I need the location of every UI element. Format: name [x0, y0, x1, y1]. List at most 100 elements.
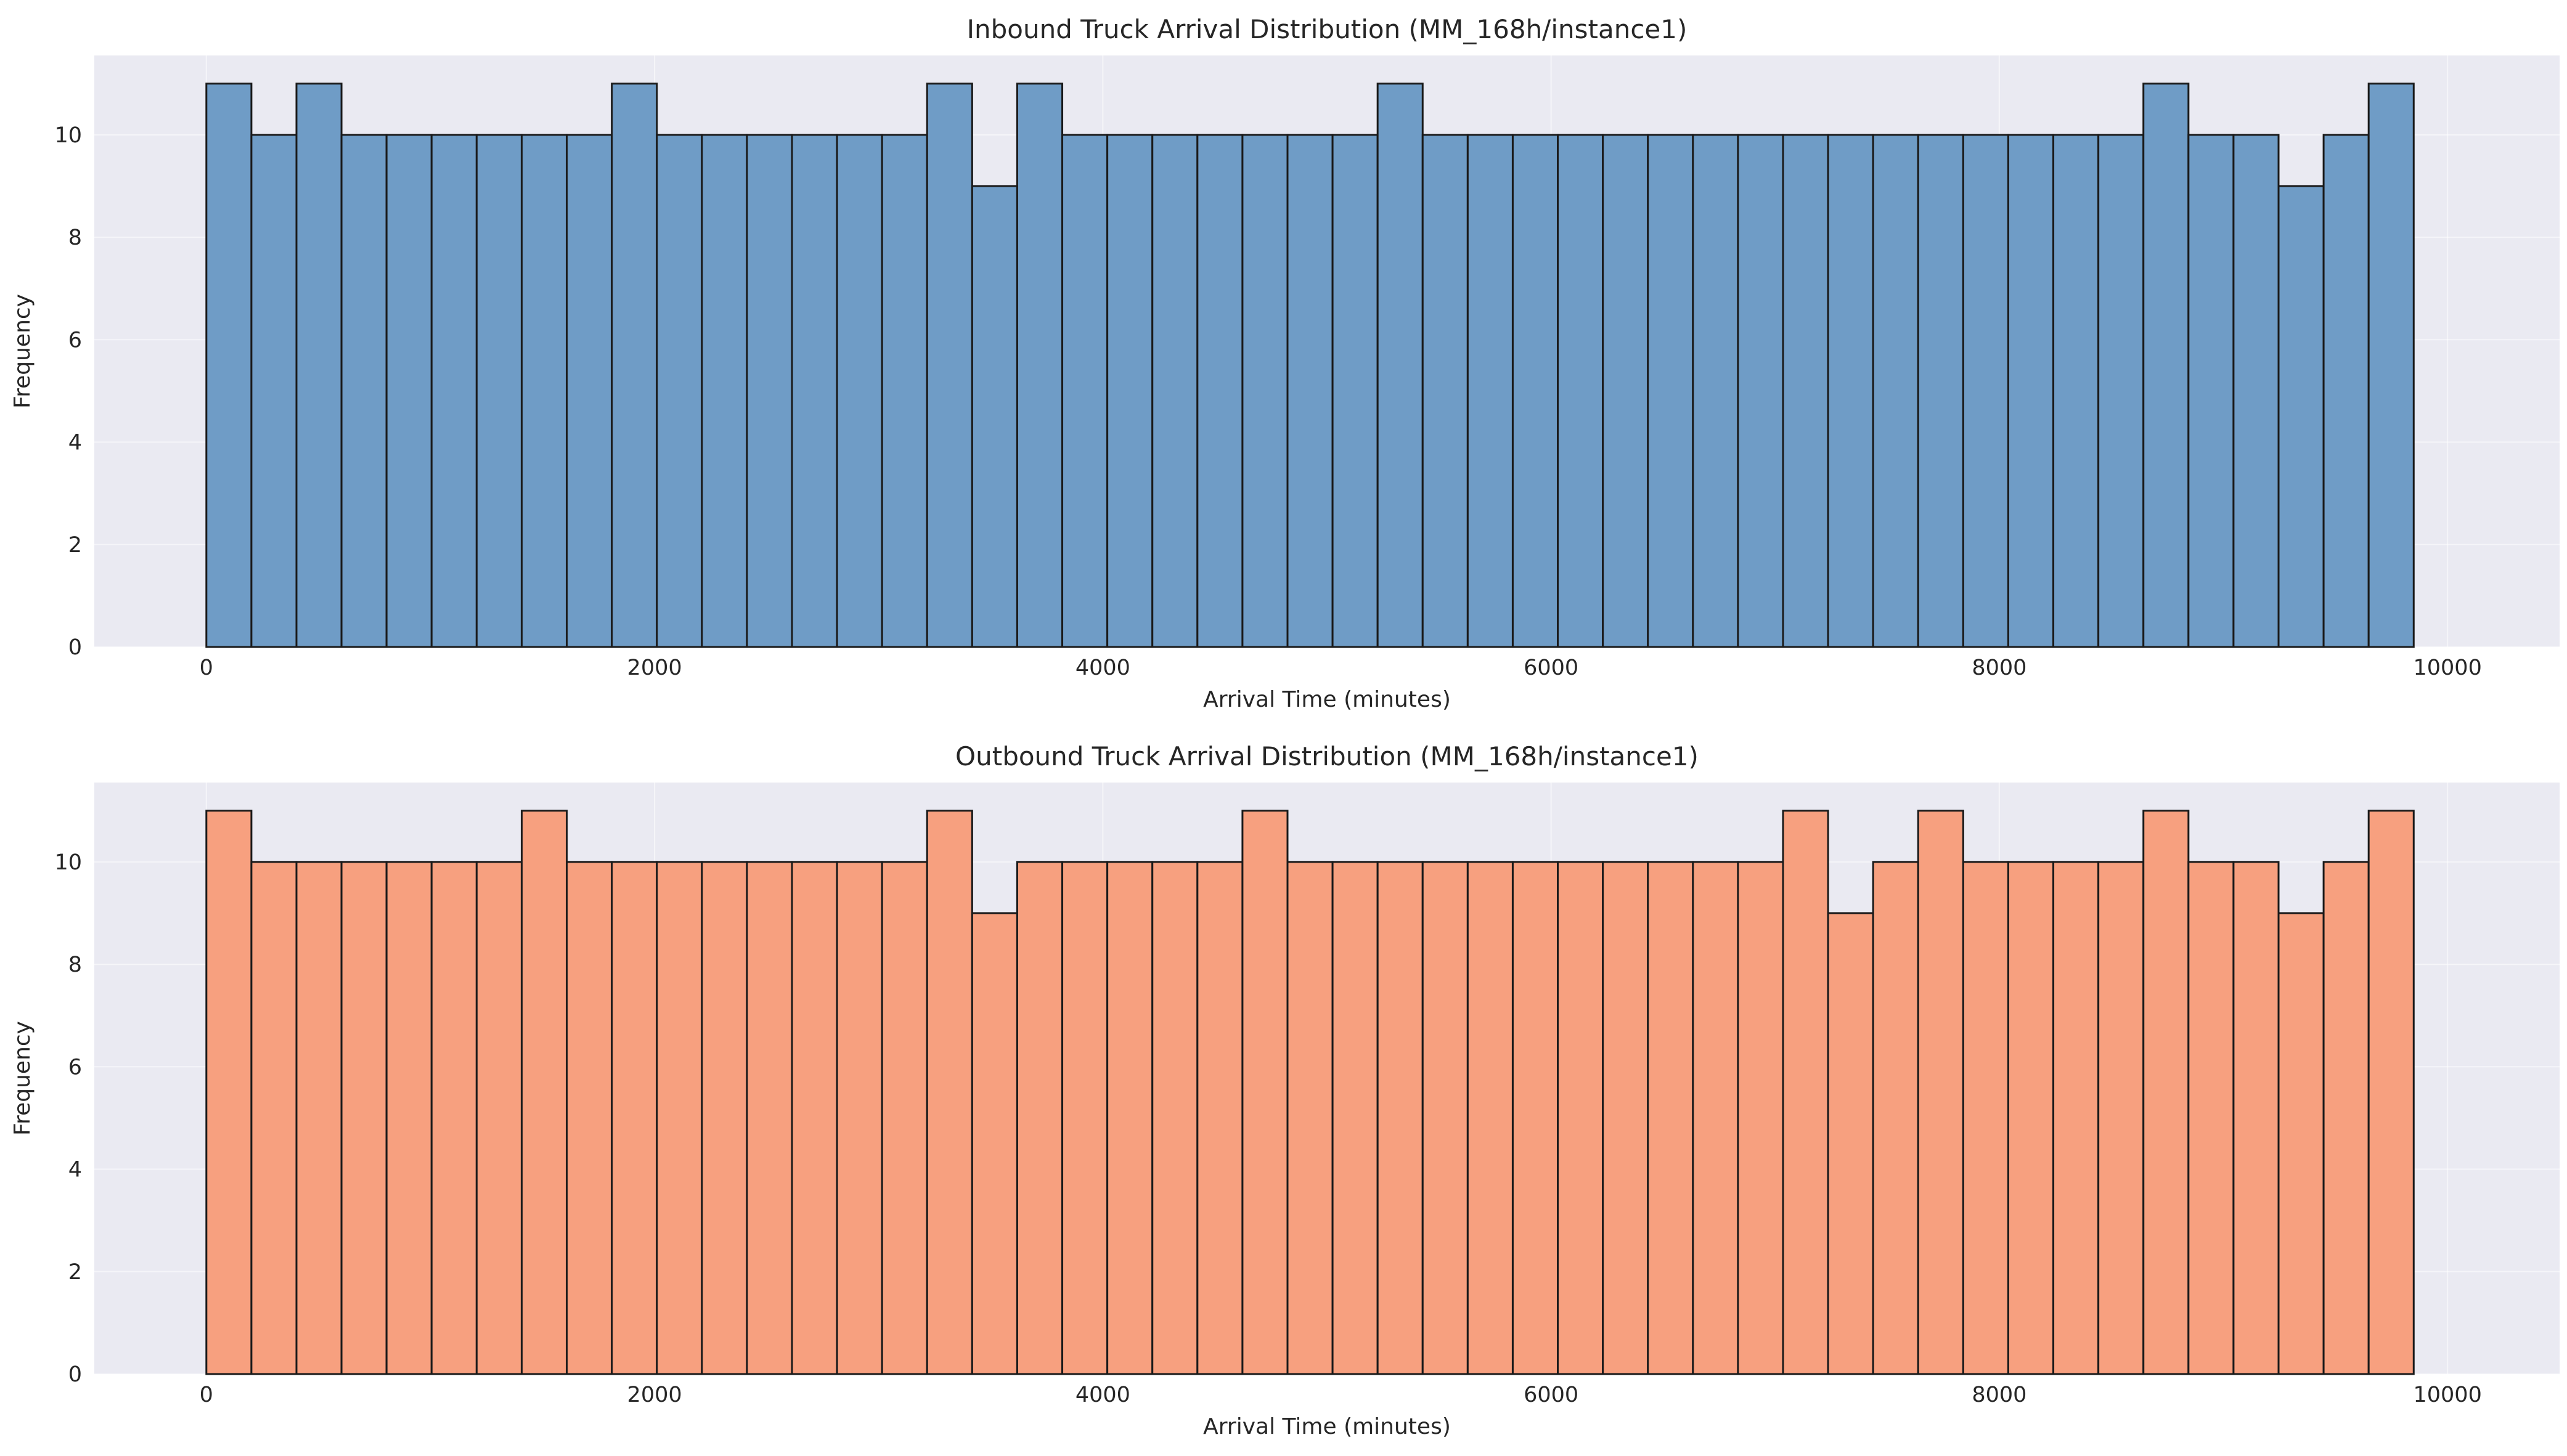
histogram-bar	[250, 861, 298, 1375]
histogram-bar	[1016, 861, 1064, 1375]
bars	[205, 810, 2415, 1375]
bars	[205, 83, 2415, 648]
histogram-bar	[881, 861, 928, 1375]
x-axis-label: Arrival Time (minutes)	[1203, 1414, 1451, 1439]
x-tick-label: 4000	[1075, 656, 1130, 680]
histogram-bar	[566, 134, 613, 648]
histogram-bar	[1376, 83, 1424, 648]
histogram-bar	[1962, 861, 2009, 1375]
histogram-bar	[656, 861, 703, 1375]
y-tick-label: 0	[68, 635, 82, 660]
histogram-bar	[1106, 134, 1154, 648]
histogram-bar	[791, 861, 838, 1375]
histogram-bar	[430, 134, 478, 648]
histogram-bar	[2187, 134, 2235, 648]
histogram-bar	[1061, 861, 1109, 1375]
histogram-bar	[2232, 134, 2280, 648]
histogram-bar	[1286, 861, 1334, 1375]
y-axis-label: Frequency	[10, 294, 35, 409]
histogram-bar	[295, 83, 343, 648]
y-tick-label: 6	[68, 1055, 82, 1080]
histogram-bar	[385, 861, 433, 1375]
histogram-bar	[1827, 912, 1874, 1375]
y-tick-label: 8	[68, 953, 82, 977]
histogram-bar	[385, 134, 433, 648]
histogram-bar	[1737, 134, 1784, 648]
x-axis-label: Arrival Time (minutes)	[1203, 687, 1451, 712]
x-tick-label: 8000	[1972, 1383, 2026, 1407]
y-axis-label: Frequency	[10, 1021, 35, 1136]
histogram-bar	[1602, 861, 1649, 1375]
x-tick-label: 6000	[1524, 1383, 1578, 1407]
y-tick-label: 4	[68, 1158, 82, 1182]
histogram-bar	[1511, 861, 1559, 1375]
y-tick-label: 8	[68, 226, 82, 250]
histogram-bar	[340, 861, 388, 1375]
histogram-bar	[1737, 861, 1784, 1375]
histogram-bar	[701, 134, 748, 648]
histogram-bar	[520, 810, 568, 1375]
histogram-bar	[1061, 134, 1109, 648]
histogram-bar	[475, 861, 523, 1375]
y-tick-label: 6	[68, 328, 82, 352]
histogram-bar	[2097, 861, 2145, 1375]
histogram-bar	[2142, 83, 2190, 648]
x-tick-labels: 0 2000 4000 6000 8000 10000	[200, 656, 2482, 680]
histogram-bar	[1647, 861, 1694, 1375]
histogram-bar	[2052, 134, 2100, 648]
histogram-bar	[836, 861, 883, 1375]
histogram-bar	[2052, 861, 2100, 1375]
histogram-bar	[1782, 134, 1829, 648]
y-tick-label: 10	[54, 123, 82, 148]
x-tick-label: 10000	[2414, 1383, 2482, 1407]
histogram-bar	[475, 134, 523, 648]
histogram-bar	[1196, 134, 1244, 648]
histogram-bar	[1241, 134, 1289, 648]
histogram-bar	[2322, 134, 2370, 648]
histogram-bar	[1827, 134, 1874, 648]
histogram-bar	[1421, 134, 1469, 648]
y-tick-label: 2	[68, 1260, 82, 1285]
histogram-bar	[1241, 810, 1289, 1375]
histogram-bar	[1917, 134, 1964, 648]
chart-title: Inbound Truck Arrival Distribution (MM_1…	[967, 14, 1688, 44]
histogram-bar	[1286, 134, 1334, 648]
histogram-bar	[2277, 185, 2325, 648]
histogram-bar	[791, 134, 838, 648]
histogram-bar	[1331, 861, 1379, 1375]
inbound-histogram-panel: 0 2 4 6 8 10 0 2000 4000 6000 8000 10000 Inbound T…	[10, 14, 2560, 712]
histogram-bar	[881, 134, 928, 648]
histogram-bar	[1692, 134, 1739, 648]
x-tick-label: 0	[200, 656, 213, 680]
histogram-bar	[1466, 134, 1514, 648]
histogram-bar	[2142, 810, 2190, 1375]
x-tick-label: 0	[200, 1383, 213, 1407]
histogram-bar	[701, 861, 748, 1375]
y-tick-labels: 0 2 4 6 8 10	[54, 123, 82, 660]
histogram-bar	[2277, 912, 2325, 1375]
y-tick-label: 2	[68, 533, 82, 558]
histogram-bar	[656, 134, 703, 648]
histogram-bar	[1602, 134, 1649, 648]
histogram-bar	[1466, 861, 1514, 1375]
histogram-bar	[611, 83, 658, 648]
histogram-bar	[340, 134, 388, 648]
histogram-bar	[926, 810, 973, 1375]
histogram-bar	[1917, 810, 1964, 1375]
x-tick-labels: 0 2000 4000 6000 8000 10000	[200, 1383, 2482, 1407]
histogram-bar	[1962, 134, 2009, 648]
histogram-bar	[1421, 861, 1469, 1375]
histogram-bar	[971, 185, 1018, 648]
chart-title: Outbound Truck Arrival Distribution (MM_…	[955, 741, 1699, 771]
histogram-bar	[1692, 861, 1739, 1375]
y-tick-label: 0	[68, 1362, 82, 1387]
histogram-bar	[1872, 861, 1919, 1375]
histogram-bar	[1376, 861, 1424, 1375]
histogram-bar	[2232, 861, 2280, 1375]
histogram-bar	[430, 861, 478, 1375]
outbound-histogram-panel: 0 2 4 6 8 10 0 2000 4000 6000 8000 10000 Outbound …	[10, 741, 2560, 1439]
x-tick-label: 2000	[627, 656, 682, 680]
histogram-bar	[1557, 861, 1604, 1375]
histogram-bar	[746, 134, 793, 648]
